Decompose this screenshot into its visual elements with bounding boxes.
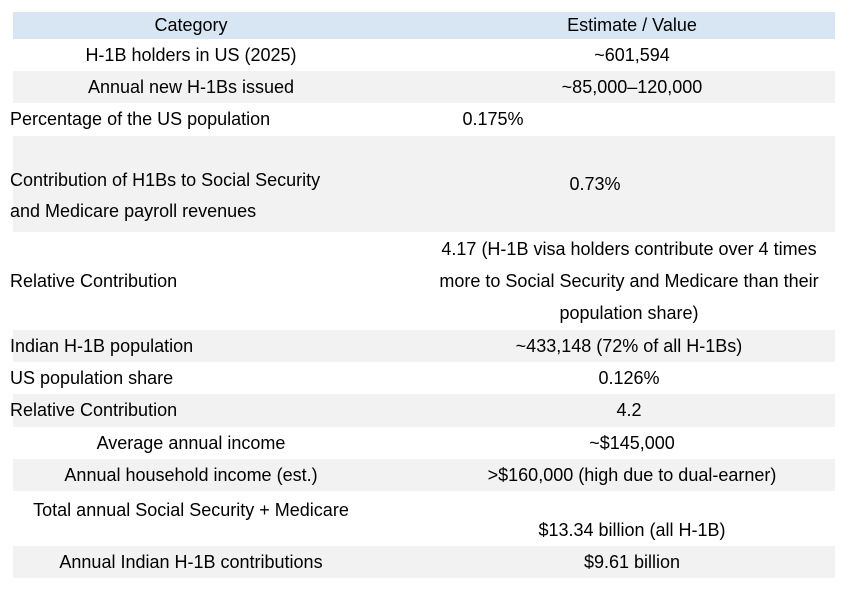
value-cell: 0.126%	[598, 367, 660, 388]
table-row: Indian H-1B population ~433,148 (72% of …	[10, 330, 835, 362]
value-cell: 4.17 (H-1B visa holders contribute over …	[439, 239, 819, 323]
header-row: Category Estimate / Value	[13, 12, 835, 39]
category-cell: Contribution of H1Bs to Social Security …	[10, 170, 321, 221]
value-cell: >$160,000 (high due to dual-earner)	[487, 464, 777, 485]
category-cell: Percentage of the US population	[10, 109, 271, 129]
value-cell: $13.34 billion (all H-1B)	[538, 520, 726, 540]
category-cell: Total annual Social Security + Medicare	[33, 500, 349, 520]
value-cell: ~601,594	[594, 44, 670, 65]
category-cell: H-1B holders in US (2025)	[85, 44, 297, 65]
value-cell: 0.175%	[462, 109, 524, 129]
category-cell: US population share	[10, 367, 174, 388]
table-row: US population share 0.126%	[10, 362, 835, 394]
h1b-statistics-table: Category Estimate / Value H-1B holders i…	[10, 12, 835, 578]
value-cell: ~$145,000	[589, 432, 675, 453]
table-row: Contribution of H1Bs to Social Security …	[10, 136, 835, 232]
table-row: H-1B holders in US (2025) ~601,594	[13, 39, 835, 71]
value-cell: ~85,000–120,000	[561, 76, 703, 97]
value-cell: $9.61 billion	[583, 551, 681, 572]
value-cell: 4.2	[616, 400, 642, 420]
table-row: Total annual Social Security + Medicare …	[13, 491, 835, 546]
table-row: Relative Contribution 4.17 (H-1B visa ho…	[10, 232, 835, 330]
category-cell: Annual new H-1Bs issued	[87, 76, 295, 97]
value-cell: 0.73%	[569, 174, 621, 194]
table-row: Annual household income (est.) >$160,000…	[13, 459, 835, 491]
category-cell: Relative Contribution	[10, 270, 178, 291]
category-cell: Indian H-1B population	[10, 335, 194, 356]
table-row: Average annual income ~$145,000	[13, 427, 835, 459]
category-cell: Average annual income	[96, 432, 286, 453]
value-cell: ~433,148 (72% of all H-1Bs)	[515, 335, 743, 356]
table-row: Relative Contribution 4.2	[10, 394, 835, 427]
column-header-value: Estimate / Value	[567, 15, 697, 35]
category-cell: Relative Contribution	[10, 400, 178, 420]
column-header-category: Category	[154, 15, 228, 35]
table-row: Annual Indian H-1B contributions $9.61 b…	[13, 546, 835, 578]
category-cell: Annual household income (est.)	[64, 464, 318, 485]
table-row: Percentage of the US population 0.175%	[10, 103, 835, 136]
table-row: Annual new H-1Bs issued ~85,000–120,000	[13, 71, 835, 103]
table-body: H-1B holders in US (2025) ~601,594 Annua…	[10, 39, 835, 578]
category-cell: Annual Indian H-1B contributions	[59, 551, 323, 572]
